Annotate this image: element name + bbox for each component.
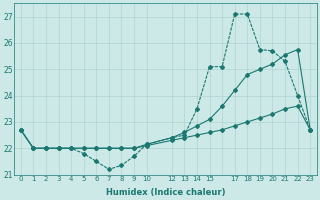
X-axis label: Humidex (Indice chaleur): Humidex (Indice chaleur) — [106, 188, 225, 197]
